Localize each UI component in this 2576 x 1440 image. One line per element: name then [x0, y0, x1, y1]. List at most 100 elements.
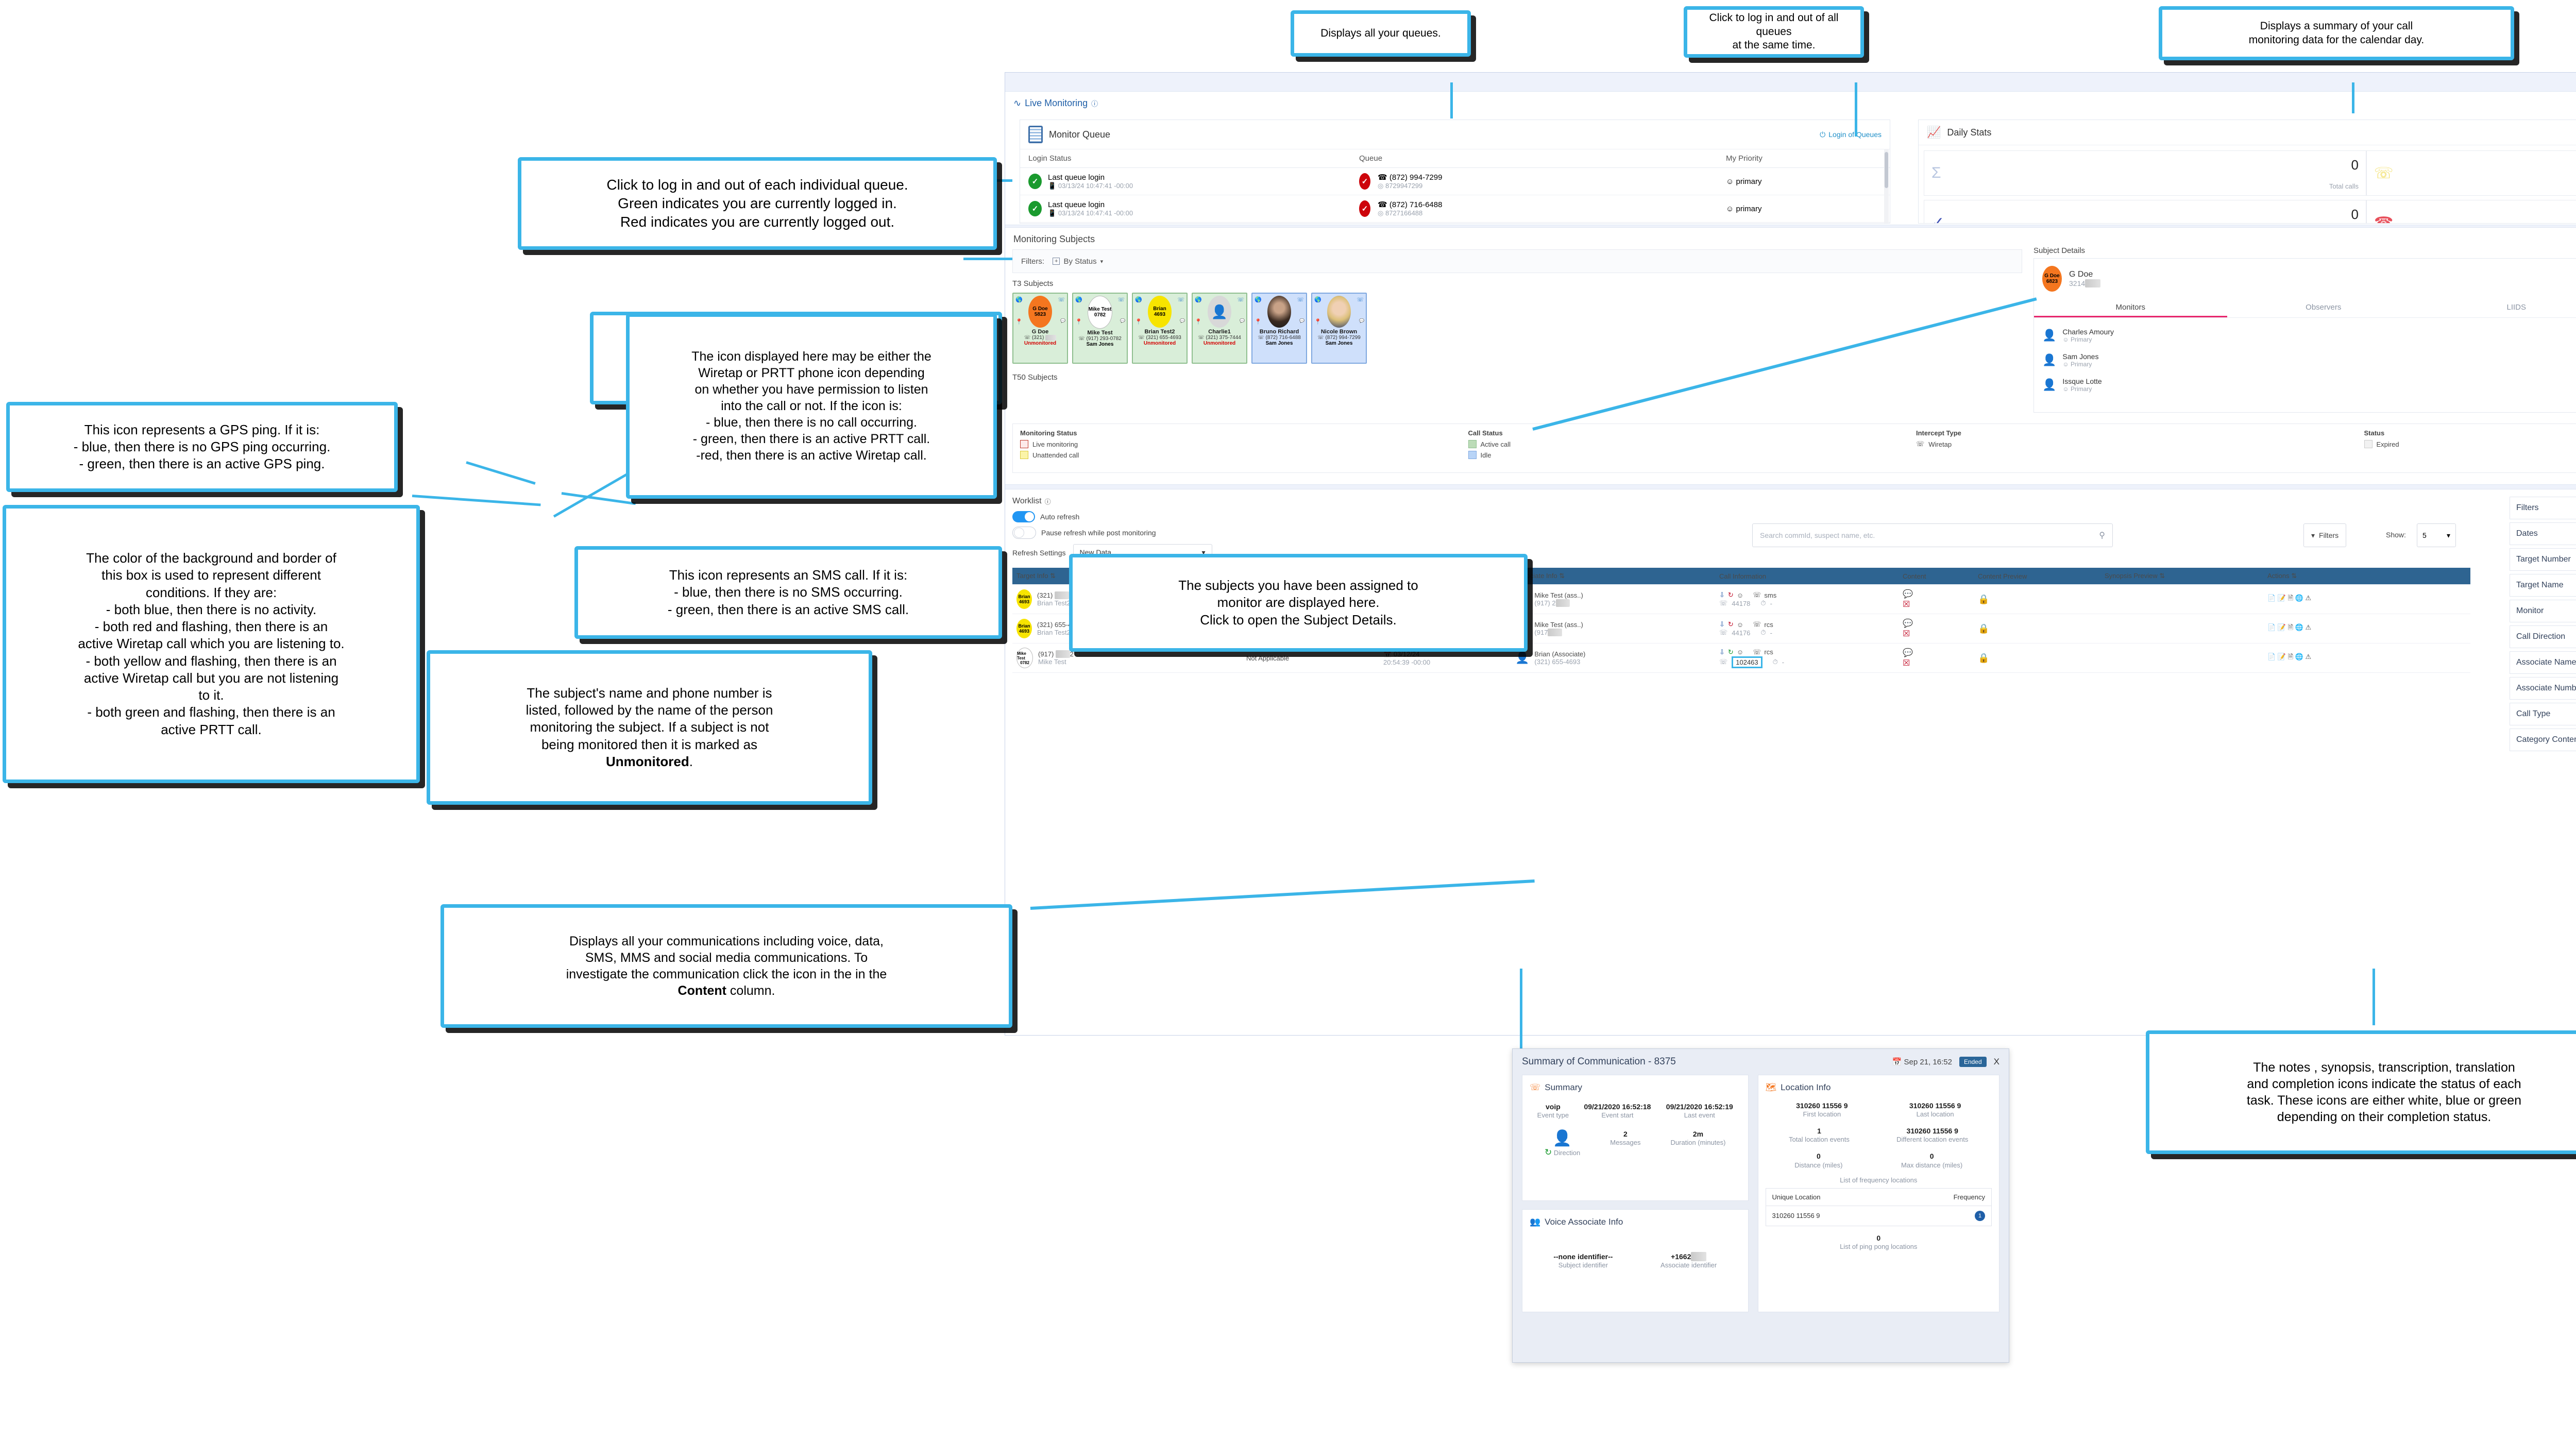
- sms-icon[interactable]: 💬: [1180, 318, 1185, 323]
- completion-icon[interactable]: ⚠: [2305, 594, 2312, 602]
- phone-call-icon[interactable]: ☏: [1357, 297, 1364, 303]
- call-id[interactable]: 102463: [1732, 656, 1762, 668]
- login-toggle-icon[interactable]: ✓: [1028, 201, 1042, 216]
- lock-icon[interactable]: 🔒: [1978, 623, 1990, 634]
- no-voice-icon[interactable]: ☒: [1903, 600, 1910, 609]
- notes-icon[interactable]: 📄: [2267, 653, 2276, 660]
- close-icon[interactable]: X: [1993, 1057, 1999, 1066]
- synopsis-icon[interactable]: 📝: [2277, 594, 2286, 602]
- content-cell[interactable]: 💬 ☒: [1899, 584, 1974, 614]
- filter-section-call-direction[interactable]: Call Direction▾: [2510, 625, 2576, 648]
- copy-icon[interactable]: □: [1075, 650, 1080, 658]
- gps-ping-icon[interactable]: 📍: [1314, 319, 1321, 325]
- no-voice-icon[interactable]: ☒: [1903, 659, 1910, 668]
- tab-observers[interactable]: Observers: [2306, 303, 2342, 312]
- login-status-cell[interactable]: ✗ Last queue login 📱 03/13/24 11:23:13 -…: [1020, 222, 1351, 223]
- sort-icon[interactable]: ⇅: [2159, 572, 2165, 580]
- col-associate-info[interactable]: Associate Info ⇅: [1511, 568, 1715, 585]
- auto-refresh-row[interactable]: Auto refresh: [1012, 511, 2576, 522]
- notes-icon[interactable]: 📄: [2267, 623, 2276, 631]
- sort-icon[interactable]: ⇅: [1559, 572, 1565, 580]
- translation-icon[interactable]: 🌐: [2295, 653, 2303, 660]
- sms-icon[interactable]: 💬: [1120, 318, 1125, 323]
- phone-call-icon[interactable]: ☏: [1177, 297, 1184, 303]
- content-preview-cell[interactable]: 🔒: [1974, 614, 2100, 643]
- data-session-icon[interactable]: 🌎: [1255, 297, 1262, 303]
- gps-ping-icon[interactable]: 📍: [1255, 319, 1262, 325]
- worklist-filters-button[interactable]: ▾ Filters: [2303, 523, 2347, 547]
- list-item[interactable]: 👤 Sam Jones ☺ Primary: [2042, 348, 2576, 372]
- help-icon[interactable]: ⓘ: [1091, 100, 1098, 108]
- lock-icon[interactable]: 🔒: [1978, 594, 1990, 604]
- data-session-icon[interactable]: 🌎: [1135, 297, 1142, 303]
- sms-content-icon[interactable]: 💬: [1903, 590, 1913, 599]
- gps-ping-icon[interactable]: 📍: [1135, 319, 1142, 325]
- subject-tile-brian-test2[interactable]: 🌎 ☏ 📍 💬 Brian 4693 Brian Test2 ☏ (321) 6…: [1132, 293, 1188, 364]
- completion-icon[interactable]: ⚠: [2305, 623, 2312, 631]
- subject-tile-nicole-brown[interactable]: 🌎 ☏ 📍 💬 Nicole Brown ☏ (872) 994-7299 Sa…: [1311, 293, 1367, 364]
- filter-section-associate-number[interactable]: Associate Number▾: [2510, 677, 2576, 700]
- help-icon[interactable]: ⓘ: [1044, 498, 1051, 505]
- worklist-search-input[interactable]: Search commId, suspect name, etc. ⚲: [1752, 523, 2113, 547]
- filter-section-category-content[interactable]: Category Content▾: [2510, 729, 2576, 751]
- synopsis-icon[interactable]: 📝: [2277, 653, 2286, 660]
- phone-call-icon[interactable]: ☏: [1297, 297, 1304, 303]
- phone-call-icon[interactable]: ☏: [1058, 297, 1065, 303]
- filter-section-associate-name[interactable]: Associate Name▾: [2510, 651, 2576, 674]
- content-preview-cell[interactable]: 🔒: [1974, 584, 2100, 614]
- auto-refresh-toggle[interactable]: [1012, 511, 1035, 522]
- synopsis-icon[interactable]: 📝: [2277, 623, 2286, 631]
- sms-content-icon[interactable]: 💬: [1903, 649, 1913, 657]
- data-session-icon[interactable]: 🌎: [1075, 297, 1082, 303]
- translation-icon[interactable]: 🌐: [2295, 623, 2303, 631]
- filter-section-dates[interactable]: Dates▾: [2510, 522, 2576, 545]
- sms-content-icon[interactable]: 💬: [1903, 619, 1913, 628]
- sort-icon[interactable]: ⇅: [2291, 572, 2297, 580]
- phone-call-icon[interactable]: ☏: [1117, 297, 1125, 303]
- worklist-show-select[interactable]: 5 ▾: [2417, 523, 2456, 547]
- sms-icon[interactable]: 💬: [1060, 318, 1065, 323]
- sort-icon[interactable]: ⇅: [1050, 572, 1056, 580]
- content-cell[interactable]: 💬 ☒: [1899, 643, 1974, 673]
- gps-ping-icon[interactable]: 📍: [1195, 319, 1202, 325]
- sms-icon[interactable]: 💬: [1299, 318, 1304, 323]
- data-session-icon[interactable]: 🌎: [1314, 297, 1321, 303]
- actions-cell[interactable]: 📄 📝 🗎 🌐 ⚠: [2263, 643, 2470, 673]
- transcription-icon[interactable]: 🗎: [2287, 623, 2294, 631]
- notes-icon[interactable]: 📄: [2267, 594, 2276, 602]
- no-voice-icon[interactable]: ☒: [1903, 630, 1910, 638]
- col-actions[interactable]: Actions ⇅: [2263, 568, 2470, 585]
- subject-tile-g-doe[interactable]: 🌎 ☏ 📍 💬 G Doe 5823 G Doe ☏ (321) ███ Unm…: [1012, 293, 1068, 364]
- filter-section-target-name[interactable]: Target Name▾: [2510, 574, 2576, 597]
- login-toggle-icon[interactable]: ✓: [1028, 174, 1042, 189]
- subject-tile-bruno-richard[interactable]: 🌎 ☏ 📍 💬 Bruno Richard ☏ (872) 716-6488 S…: [1251, 293, 1307, 364]
- login-status-cell[interactable]: ✓ Last queue login 📱 03/13/24 10:47:41 -…: [1020, 167, 1351, 195]
- sms-icon[interactable]: 💬: [1359, 318, 1364, 323]
- actions-cell[interactable]: 📄 📝 🗎 🌐 ⚠: [2263, 584, 2470, 614]
- filter-section-target-number[interactable]: Target Number▾: [2510, 548, 2576, 571]
- filter-section-call-type[interactable]: Call Type▾: [2510, 703, 2576, 725]
- login-status-cell[interactable]: ✓ Last queue login 📱 03/13/24 10:47:41 -…: [1020, 195, 1351, 223]
- pause-refresh-toggle[interactable]: [1012, 527, 1036, 539]
- subject-tile-mike-test[interactable]: 🌎 ☏ 📍 💬 Mike Test 0782 Mike Test ☏ (917)…: [1072, 293, 1128, 364]
- monitor-queue-scrollbar[interactable]: [1884, 149, 1889, 223]
- pause-refresh-row[interactable]: Pause refresh while post monitoring: [1012, 527, 2576, 539]
- transcription-icon[interactable]: 🗎: [2287, 653, 2294, 660]
- actions-cell[interactable]: 📄 📝 🗎 🌐 ⚠: [2263, 614, 2470, 643]
- sms-icon[interactable]: 💬: [1240, 318, 1245, 323]
- search-icon[interactable]: ⚲: [2099, 531, 2105, 540]
- data-session-icon[interactable]: 🌎: [1195, 297, 1202, 303]
- tab-monitors[interactable]: Monitors: [2034, 299, 2227, 317]
- col-synopsis-preview[interactable]: Synopsis Preview ⇅: [2100, 568, 2263, 585]
- transcription-icon[interactable]: 🗎: [2287, 594, 2294, 602]
- list-item[interactable]: 👤 Charles Amoury ☺ Primary: [2042, 323, 2576, 348]
- data-session-icon[interactable]: 🌎: [1015, 297, 1023, 303]
- table-row[interactable]: ✗ Last queue login 📱 03/13/24 11:23:13 -…: [1020, 222, 1890, 223]
- content-preview-cell[interactable]: 🔒: [1974, 643, 2100, 673]
- gps-ping-icon[interactable]: 📍: [1015, 319, 1023, 325]
- subject-tile-charlie1[interactable]: 🌎 ☏ 📍 💬 👤 Charlie1 ☏ (321) 375-7444 Unmo…: [1192, 293, 1247, 364]
- filter-section-filters[interactable]: Filters▾: [2510, 497, 2576, 519]
- lock-icon[interactable]: 🔒: [1978, 652, 1990, 663]
- completion-icon[interactable]: ⚠: [2305, 653, 2312, 660]
- content-cell[interactable]: 💬 ☒: [1899, 614, 1974, 643]
